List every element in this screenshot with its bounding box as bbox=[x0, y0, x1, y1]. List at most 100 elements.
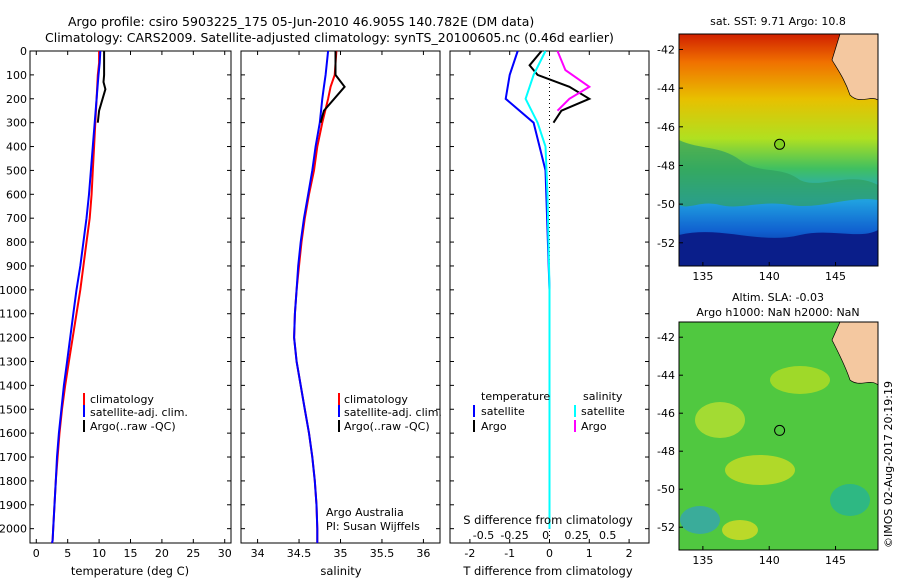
sla-anomaly bbox=[830, 484, 870, 516]
depth-tick-label: 1800 bbox=[0, 475, 27, 488]
sst-map-frame bbox=[678, 33, 879, 267]
legend-sal-argo: Argo bbox=[581, 420, 607, 433]
lat-tick-label: -52 bbox=[657, 521, 675, 534]
series-line-satellite-adj-clim bbox=[293, 50, 330, 543]
imos-timestamp: ©IMOS 02-Aug-2017 20:19:19 bbox=[882, 381, 895, 548]
argo-position-marker bbox=[774, 424, 786, 436]
sla-map-frame bbox=[678, 321, 879, 551]
x-tick-label: 30 bbox=[218, 547, 232, 560]
depth-tick-label: 800 bbox=[6, 236, 27, 249]
depth-tick-label: 1000 bbox=[0, 284, 27, 297]
x-tick-label: 34 bbox=[251, 547, 265, 560]
pi-label: PI: Susan Wijffels bbox=[326, 520, 420, 533]
depth-tick-label: 1600 bbox=[0, 427, 27, 440]
x-tick-label: 5 bbox=[64, 547, 71, 560]
series-line-satellite-adj-clim bbox=[51, 50, 102, 544]
lon-tick-label: 145 bbox=[825, 554, 846, 567]
sla-anomaly bbox=[725, 455, 795, 485]
chart-title-line-2: Climatology: CARS2009. Satellite-adjuste… bbox=[45, 30, 614, 45]
x-tick-label: 36 bbox=[416, 547, 430, 560]
depth-tick-label: 1400 bbox=[0, 379, 27, 392]
depth-tick-label: 1500 bbox=[0, 403, 27, 416]
temperature-axis-label: temperature (deg C) bbox=[71, 564, 189, 578]
x-tick-label: 0 bbox=[33, 547, 40, 560]
x-tick-label: 35.5 bbox=[370, 547, 395, 560]
legend-sal-satellite: satellite bbox=[581, 405, 625, 418]
series-line-argo-raw-qc bbox=[319, 51, 346, 123]
lon-tick-label: 135 bbox=[692, 270, 713, 283]
lat-tick-label: -44 bbox=[657, 369, 675, 382]
depth-tick-label: 100 bbox=[6, 69, 27, 82]
sst-map bbox=[678, 33, 879, 267]
sla-map-title-line-2: Argo h1000: NaN h2000: NaN bbox=[696, 306, 859, 319]
depth-tick-label: 700 bbox=[6, 212, 27, 225]
depth-tick-label: 1900 bbox=[0, 499, 27, 512]
depth-tick-label: 400 bbox=[6, 141, 27, 154]
depth-tick-label: 1300 bbox=[0, 355, 27, 368]
series-line-salinity-argo bbox=[556, 50, 592, 112]
x-tick-label: -1 bbox=[504, 547, 515, 560]
x-tick-label: 2 bbox=[626, 547, 633, 560]
s-difference-axis-label: S difference from climatology bbox=[463, 513, 633, 527]
temperature-legend: climatology satellite-adj. clim. Argo(..… bbox=[83, 393, 188, 433]
sla-map-axes: 135 140 145 -42 -44 -46 -48 -50 -52 bbox=[657, 331, 846, 567]
x-tick-label: 20 bbox=[155, 547, 169, 560]
depth-tick-label: 500 bbox=[6, 164, 27, 177]
depth-axis: 0 100 200 300 400 500 600 700 800 900 1000 1100 1200… bbox=[0, 45, 649, 536]
lat-tick-label: -46 bbox=[657, 407, 675, 420]
lon-tick-label: 145 bbox=[825, 270, 846, 283]
legend-satellite: satellite-adj. clim. bbox=[90, 406, 188, 419]
legend-temp-satellite: satellite bbox=[481, 405, 525, 418]
lat-tick-label: -50 bbox=[657, 483, 675, 496]
legend-argo: Argo(..raw -QC) bbox=[90, 420, 176, 433]
salinity-plot: 34 34.5 35 35.5 36 bbox=[251, 50, 430, 560]
series-line-temperature-argo bbox=[528, 50, 592, 124]
lat-tick-label: -52 bbox=[657, 237, 675, 250]
legend-temperature-heading: temperature bbox=[481, 390, 550, 403]
x-tick-label: 1 bbox=[586, 547, 593, 560]
legend-temp-argo: Argo bbox=[481, 420, 507, 433]
x-tick-label: 34.5 bbox=[287, 547, 312, 560]
legend-climatology: climatology bbox=[90, 393, 154, 406]
depth-tick-label: 200 bbox=[6, 93, 27, 106]
depth-tick-label: 1700 bbox=[0, 451, 27, 464]
x-tick-label: 25 bbox=[186, 547, 200, 560]
s-difference-tick-label: -0.25 bbox=[500, 529, 528, 542]
tasmania-landmass bbox=[831, 321, 879, 386]
salinity-panel bbox=[240, 50, 441, 544]
cold-water-region bbox=[679, 230, 878, 266]
front-band bbox=[679, 140, 878, 207]
x-tick-label: 35 bbox=[334, 547, 348, 560]
argo-position-marker bbox=[774, 138, 786, 150]
sla-anomaly bbox=[695, 402, 745, 438]
x-tick-label: 10 bbox=[92, 547, 106, 560]
s-difference-tick-label: 0 bbox=[542, 529, 549, 542]
depth-tick-label: 600 bbox=[6, 188, 27, 201]
sla-anomaly bbox=[770, 366, 830, 394]
depth-tick-label: 2000 bbox=[0, 523, 27, 536]
x-tick-label: 15 bbox=[124, 547, 138, 560]
t-difference-axis-label: T difference from climatology bbox=[462, 564, 633, 578]
lat-tick-label: -44 bbox=[657, 82, 675, 95]
sla-anomaly bbox=[680, 506, 720, 534]
difference-plot: -2 -1 0 1 2 -0.5 -0.25 0 0.25 0.5 bbox=[464, 50, 633, 560]
s-difference-tick-label: 0.5 bbox=[599, 529, 617, 542]
sla-map-title-line-1: Altim. SLA: -0.03 bbox=[732, 291, 824, 304]
lat-tick-label: -48 bbox=[657, 159, 675, 172]
series-line-argo-raw-qc bbox=[96, 51, 107, 123]
lat-tick-label: -42 bbox=[657, 43, 675, 56]
legend-climatology: climatology bbox=[344, 393, 408, 406]
depth-tick-label: 1200 bbox=[0, 332, 27, 345]
legend-salinity-heading: salinity bbox=[583, 390, 623, 403]
depth-tick-label: 900 bbox=[6, 260, 27, 273]
legend-argo: Argo(..raw -QC) bbox=[344, 420, 430, 433]
s-difference-tick-label: 0.25 bbox=[564, 529, 589, 542]
temperature-panel bbox=[29, 50, 232, 544]
depth-tick-label: 1100 bbox=[0, 308, 27, 321]
sla-anomaly bbox=[722, 520, 758, 540]
x-tick-label: 0 bbox=[546, 547, 553, 560]
sst-map-axes: 135 140 145 -42 -44 -46 -48 -50 -52 bbox=[657, 43, 846, 283]
series-line-salinity-satellite bbox=[524, 50, 551, 529]
lon-tick-label: 140 bbox=[759, 270, 780, 283]
